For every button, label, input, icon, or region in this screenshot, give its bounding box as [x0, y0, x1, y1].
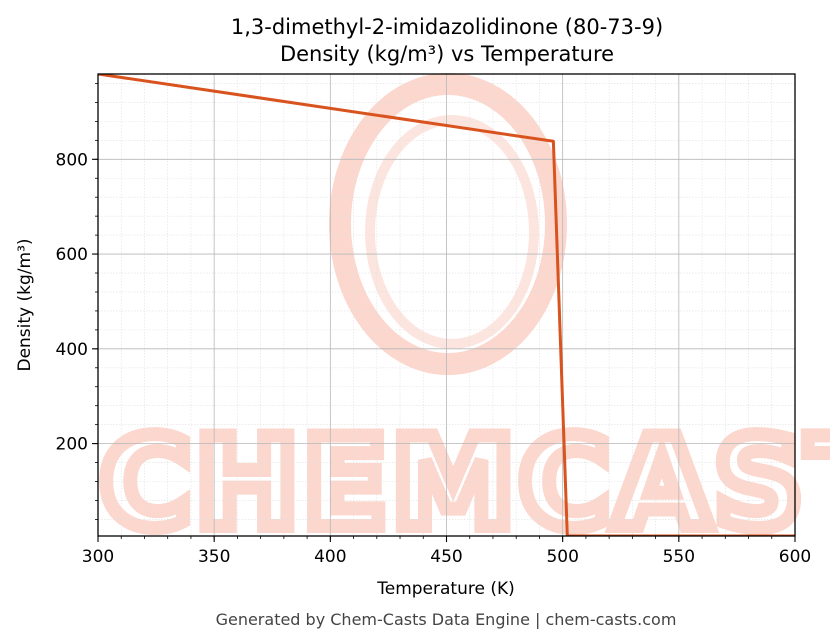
y-axis-label: Density (kg/m³)	[15, 238, 35, 371]
x-tick-label: 550	[663, 547, 695, 567]
y-tick-label: 800	[56, 150, 88, 170]
x-tick-label: 350	[198, 547, 230, 567]
x-axis-label: Temperature (K)	[376, 579, 515, 599]
y-tick-label: 600	[56, 245, 88, 265]
x-tick-label: 450	[430, 547, 462, 567]
footer-credit: Generated by Chem-Casts Data Engine | ch…	[216, 610, 677, 629]
x-tick-label: 600	[779, 547, 811, 567]
y-tick-label: 400	[56, 340, 88, 360]
x-tick-label: 500	[546, 547, 578, 567]
x-tick-label: 400	[314, 547, 346, 567]
chart-subtitle: Density (kg/m³) vs Temperature	[280, 42, 614, 66]
x-axis: 300 350 400 450 500 550 600	[82, 536, 811, 567]
chart-title: 1,3-dimethyl-2-imidazolidinone (80-73-9)	[231, 15, 663, 39]
density-line	[98, 74, 795, 536]
y-axis: 200 400 600 800	[56, 83, 98, 520]
x-tick-label: 300	[82, 547, 114, 567]
watermark-logo: CHEMCASTS	[93, 73, 830, 563]
y-tick-label: 200	[56, 435, 88, 455]
watermark-text: CHEMCASTS	[100, 412, 830, 556]
